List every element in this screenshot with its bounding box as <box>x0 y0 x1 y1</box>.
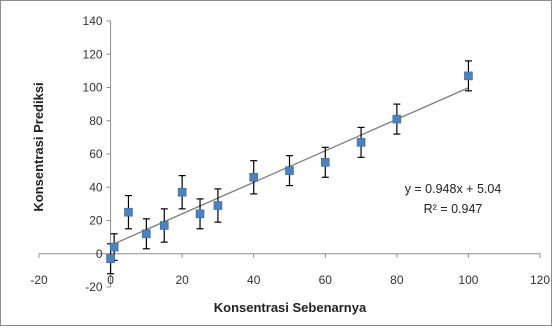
data-point <box>177 187 187 197</box>
x-tick-label: -20 <box>30 273 48 287</box>
y-tick-label: 140 <box>83 14 103 28</box>
point-layer <box>106 71 473 264</box>
y-tick-label: 40 <box>89 180 103 194</box>
data-point <box>195 209 205 219</box>
y-tick-label: 100 <box>83 81 103 95</box>
data-point <box>249 172 259 182</box>
trendline-equation: y = 0.948x + 5.04 <box>405 182 502 196</box>
axes-layer <box>38 20 541 288</box>
x-tick-label: 0 <box>107 273 114 287</box>
y-tick-label: 60 <box>89 147 103 161</box>
data-point <box>109 242 119 252</box>
data-point <box>106 254 115 264</box>
label-layer: -20 0 20 40 60 80 100 120 140 -20 0 20 40 60 80 100 120 <box>30 14 550 294</box>
x-tick-label: 60 <box>319 273 333 287</box>
x-tick-label: 40 <box>247 273 261 287</box>
y-tick-label: -20 <box>85 280 103 294</box>
y-axis-title: Konsentrasi Prediksi <box>31 82 46 211</box>
x-tick-label: 80 <box>390 273 404 287</box>
data-point <box>285 166 294 175</box>
r-squared-label: R² = 0.947 <box>424 202 483 216</box>
data-point <box>142 229 151 239</box>
x-tick-label: 120 <box>530 273 550 287</box>
x-axis-title: Konsentrasi Sebenarnya <box>214 300 367 315</box>
data-point <box>159 221 169 230</box>
y-tick-label: 80 <box>89 114 103 128</box>
y-tick-label: 120 <box>83 47 103 61</box>
y-tick-label: 20 <box>89 214 103 228</box>
x-tick-label: 20 <box>175 273 189 287</box>
data-point <box>320 158 330 167</box>
data-point <box>356 138 366 147</box>
data-point <box>124 207 133 217</box>
data-point <box>464 71 473 81</box>
data-point <box>392 114 402 124</box>
x-tick-label: 100 <box>458 273 478 287</box>
data-point <box>213 201 223 210</box>
y-tick-label: 0 <box>96 247 103 261</box>
